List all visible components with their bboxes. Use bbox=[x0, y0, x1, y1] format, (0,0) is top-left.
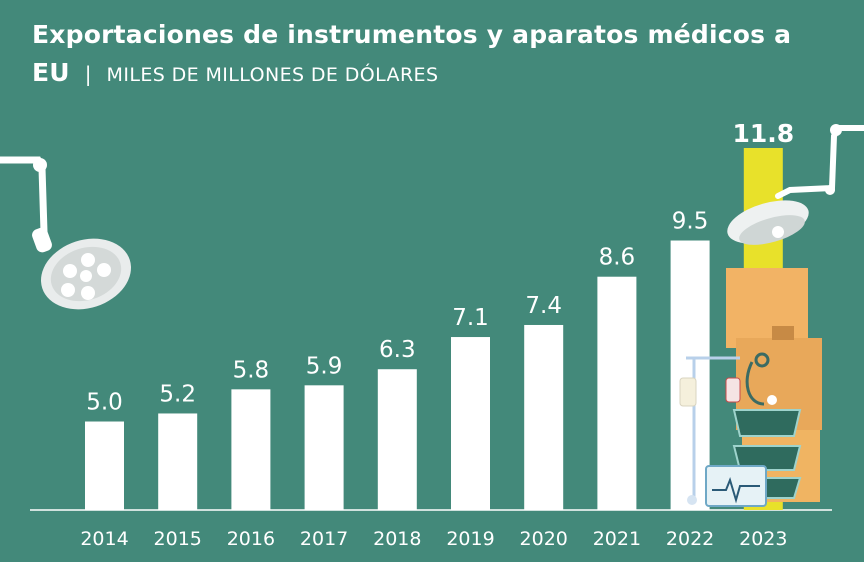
bar-2015 bbox=[158, 413, 198, 510]
bar-2019 bbox=[451, 337, 490, 510]
x-tick-label-2016: 2016 bbox=[227, 528, 275, 550]
value-label-2019: 7.1 bbox=[452, 305, 489, 331]
bar-2016 bbox=[231, 389, 271, 510]
bar-2017 bbox=[304, 385, 344, 510]
value-label-2014: 5.0 bbox=[86, 390, 123, 416]
value-label-2021: 8.6 bbox=[599, 245, 636, 271]
bar-2021 bbox=[597, 276, 637, 510]
bar-2022 bbox=[670, 240, 710, 510]
chart-title: Exportaciones de instrumentos y aparatos… bbox=[32, 16, 832, 94]
bar-2018 bbox=[377, 369, 417, 510]
x-tick-label-2021: 2021 bbox=[593, 528, 641, 550]
surgical-lamp-left-icon bbox=[0, 156, 131, 310]
x-tick-label-2018: 2018 bbox=[373, 528, 421, 550]
surgical-lamp-right-icon bbox=[727, 124, 864, 245]
value-label-2017: 5.9 bbox=[306, 353, 343, 379]
x-tick-label-2017: 2017 bbox=[300, 528, 348, 550]
x-tick-label-2015: 2015 bbox=[154, 528, 202, 550]
chart-subtitle: MILES DE MILLONES DE DÓLARES bbox=[106, 64, 439, 86]
title-country: EU bbox=[32, 58, 70, 87]
title-line-1: Exportaciones de instrumentos y aparatos… bbox=[32, 20, 792, 49]
value-label-2018: 6.3 bbox=[379, 337, 416, 363]
value-label-2016: 5.8 bbox=[233, 357, 270, 383]
value-label-2022: 9.5 bbox=[672, 209, 709, 235]
bar-2014 bbox=[85, 421, 124, 510]
title-line-2: EU | MILES DE MILLONES DE DÓLARES bbox=[32, 54, 832, 94]
x-tick-label-2020: 2020 bbox=[520, 528, 568, 550]
bar-2020 bbox=[524, 324, 564, 510]
x-tick-label-2014: 2014 bbox=[80, 528, 128, 550]
title-separator: | bbox=[84, 62, 92, 86]
x-tick-label-2019: 2019 bbox=[446, 528, 494, 550]
value-label-2023: 11.8 bbox=[732, 119, 794, 148]
value-label-2020: 7.4 bbox=[525, 293, 562, 319]
x-tick-label-2022: 2022 bbox=[666, 528, 714, 550]
medical-equipment-icon bbox=[679, 268, 822, 507]
value-label-2015: 5.2 bbox=[159, 381, 196, 407]
x-tick-label-2023: 2023 bbox=[739, 528, 787, 550]
